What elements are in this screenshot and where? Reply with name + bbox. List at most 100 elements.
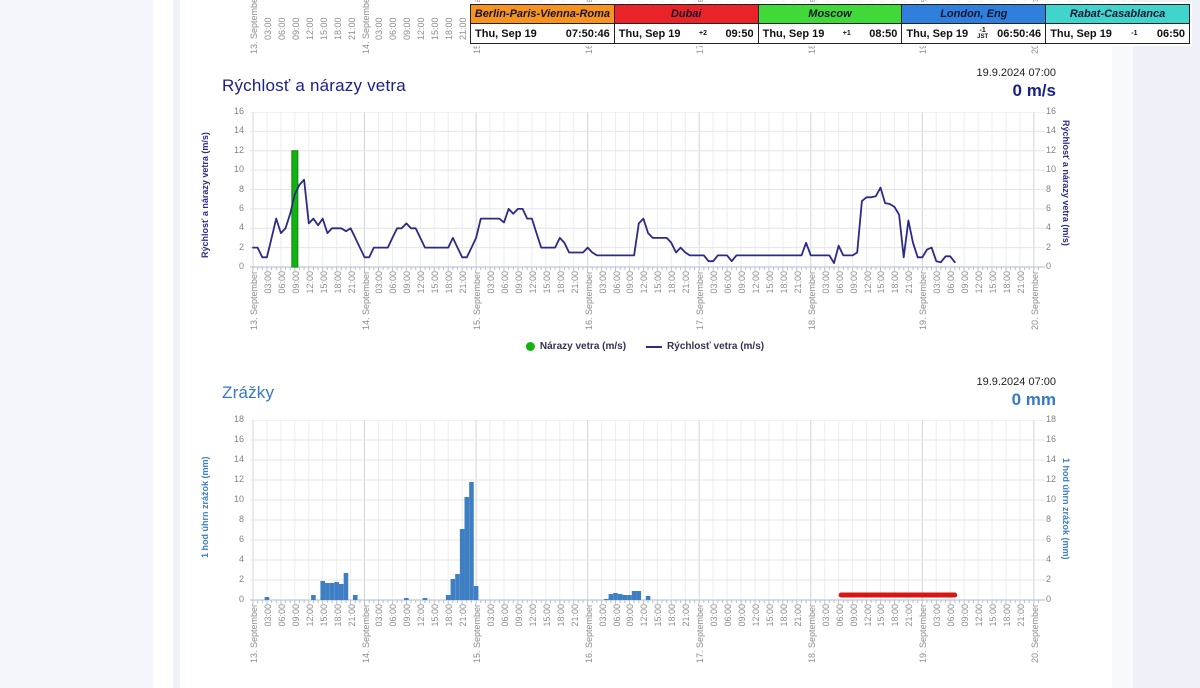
x-hour-label: 06:00 — [499, 604, 510, 627]
x-hour-label: 15:00 — [988, 604, 999, 627]
y-tick-label: 12 — [233, 144, 244, 155]
clock-city-time-row: Thu, Sep 19 -1 JST 06:50:46 — [902, 24, 1046, 43]
x-hour-label: 18:00 — [444, 604, 455, 627]
x-hour-label: 06:00 — [388, 271, 399, 294]
x-hour-label: 18:00 — [1001, 604, 1012, 627]
x-hour-label: 15:00 — [653, 271, 664, 294]
x-hour-label: 06:00 — [946, 271, 957, 294]
x-hour-label: 06:00 — [946, 604, 957, 627]
precip-bar — [422, 598, 428, 600]
clock-city-name: Rabat-Casablanca — [1046, 5, 1189, 24]
clock-decorative-dots — [470, 0, 1188, 6]
y-tick-label: 8 — [1046, 514, 1052, 524]
y-tick-label: 18 — [1046, 414, 1057, 424]
y-tick-label: 6 — [238, 202, 244, 213]
legend-item-gusts[interactable]: Nárazy vetra (m/s) — [525, 341, 626, 352]
x-hour-label: 03:00 — [820, 604, 831, 627]
x-hour-label: 09:00 — [737, 604, 748, 627]
city-label: London, Eng — [940, 8, 1008, 20]
top-axis-hour-label: 18:00 — [444, 17, 455, 40]
x-hour-label: 18:00 — [890, 604, 901, 627]
x-hour-label: 12:00 — [304, 604, 315, 627]
clock-city-time-row: Thu, Sep 19 07:50:46 — [471, 24, 614, 43]
y-tick-label: 0 — [238, 261, 244, 271]
x-day-label: 19. September — [918, 271, 929, 331]
x-day-label: 18. September — [806, 604, 817, 664]
y-tick-label: 16 — [233, 434, 244, 444]
x-hour-label: 21:00 — [904, 604, 915, 627]
wind-plot-area[interactable] — [250, 112, 1045, 272]
city-label: Moscow — [808, 8, 852, 20]
precip-bar — [473, 586, 479, 600]
precip-plot-area[interactable] — [250, 420, 1045, 605]
legend-item-speed[interactable]: Rýchlosť vetra (m/s) — [646, 341, 764, 352]
top-axis-hour-label: 15:00 — [430, 17, 441, 40]
precip-bar — [603, 599, 609, 600]
x-hour-label: 06:00 — [834, 271, 845, 294]
x-hour-label: 06:00 — [499, 271, 510, 294]
precip-bar — [334, 582, 339, 600]
clock-city-moscow: Moscow Thu, Sep 19 +1 08:50 — [758, 5, 903, 43]
top-axis-hour-label: 12:00 — [304, 17, 315, 40]
x-day-label: 17. September — [695, 271, 706, 331]
top-axis-hour-label: 18:00 — [332, 17, 343, 40]
x-day-label: 20. September — [1029, 271, 1040, 331]
x-hour-label: 12:00 — [304, 271, 315, 294]
city-time: 06:50:46 — [997, 27, 1042, 40]
x-hour-label: 18:00 — [332, 604, 343, 627]
world-clock-widget: Berlin-Paris-Vienna-Roma Thu, Sep 19 07:… — [470, 4, 1190, 44]
wind-chart-legend: Nárazy vetra (m/s) Rýchlosť vetra (m/s) — [525, 341, 764, 352]
x-day-label: 15. September — [472, 604, 483, 664]
gust-dot-icon — [525, 342, 535, 351]
x-hour-label: 09:00 — [737, 271, 748, 294]
x-hour-label: 09:00 — [625, 604, 636, 627]
y-tick-label: 2 — [1046, 241, 1052, 252]
x-hour-label: 12:00 — [639, 604, 650, 627]
page-right-strip — [1112, 0, 1133, 688]
x-hour-label: 03:00 — [709, 271, 720, 294]
x-day-label: 15. September — [472, 271, 483, 331]
top-axis-day-label: 14. September — [360, 0, 371, 54]
legend-label: Rýchlosť vetra (m/s) — [667, 341, 765, 352]
x-hour-label: 03:00 — [820, 271, 831, 294]
x-hour-label: 21:00 — [681, 271, 692, 294]
x-hour-label: 06:00 — [388, 604, 399, 627]
precip-bar — [445, 595, 451, 600]
x-hour-label: 12:00 — [527, 604, 538, 627]
x-hour-label: 06:00 — [834, 604, 845, 627]
y-tick-label: 14 — [1046, 454, 1057, 464]
precip-bar — [450, 579, 456, 600]
x-hour-label: 12:00 — [974, 271, 985, 294]
y-tick-label: 10 — [233, 164, 244, 175]
y-tick-label: 0 — [1046, 594, 1052, 604]
precip-bar — [645, 596, 651, 600]
precip-y-axis-label-left: 1 hod úhrn zrážok (mm) — [200, 456, 210, 558]
y-tick-label: 12 — [1046, 144, 1057, 155]
x-hour-label: 03:00 — [932, 604, 943, 627]
clock-city-name: Moscow — [758, 5, 902, 24]
y-tick-label: 6 — [1046, 534, 1052, 544]
city-date: Thu, Sep 19 — [1050, 27, 1112, 40]
red-period-marker — [838, 592, 958, 598]
x-hour-label: 03:00 — [262, 271, 273, 294]
y-tick-label: 4 — [238, 554, 244, 564]
y-tick-label: 10 — [233, 494, 244, 504]
wind-current-value: 0 m/s — [1012, 81, 1056, 100]
y-tick-label: 4 — [238, 222, 244, 233]
x-day-label: 13. September — [249, 271, 259, 331]
precip-current-value: 0 mm — [1011, 390, 1056, 409]
x-hour-label: 09:00 — [960, 604, 971, 627]
x-hour-label: 18:00 — [890, 271, 901, 294]
y-tick-label: 2 — [238, 574, 244, 584]
x-hour-label: 15:00 — [318, 604, 329, 627]
x-hour-label: 09:00 — [402, 271, 413, 294]
precip-bar — [636, 591, 642, 600]
y-tick-label: 6 — [238, 534, 244, 544]
top-axis-hour-label: 12:00 — [416, 17, 427, 40]
precip-chart-title: Zrážky — [222, 383, 275, 402]
x-hour-label: 15:00 — [876, 604, 887, 627]
x-hour-label: 18:00 — [555, 604, 566, 627]
page-left-margin — [0, 0, 153, 688]
city-label: Rabat-Casablanca — [1069, 8, 1166, 20]
y-tick-label: 10 — [1046, 494, 1057, 504]
